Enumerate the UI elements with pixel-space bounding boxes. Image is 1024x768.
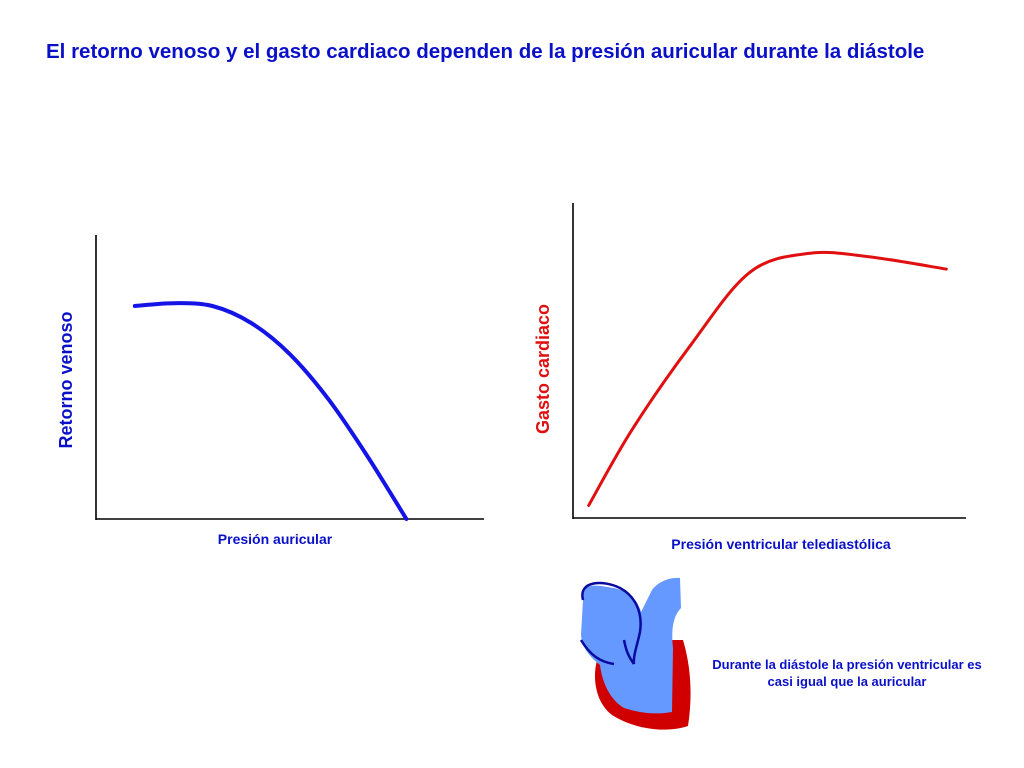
chart-venous-return: Presión auricular Retorno venoso [56,235,484,547]
x-axis-label: Presión auricular [218,531,333,547]
valve-outline [579,639,615,666]
heart-diagram-icon [579,577,691,730]
chart-cardiac-output: Presión ventricular telediastólica Gasto… [533,203,966,552]
atrium-outline [581,581,642,665]
y-axis-label: Retorno venoso [56,311,76,448]
y-axis-label: Gasto cardiaco [533,304,553,434]
caption-text: Durante la diástole la presión ventricul… [712,657,982,689]
x-axis-label: Presión ventricular telediastólica [671,536,891,552]
slide-title: El retorno venoso y el gasto cardiaco de… [46,40,925,63]
cardiac-output-curve [587,250,948,507]
septum-outline [622,639,636,665]
atrium-shape [581,577,681,714]
venous-return-curve [132,301,409,521]
